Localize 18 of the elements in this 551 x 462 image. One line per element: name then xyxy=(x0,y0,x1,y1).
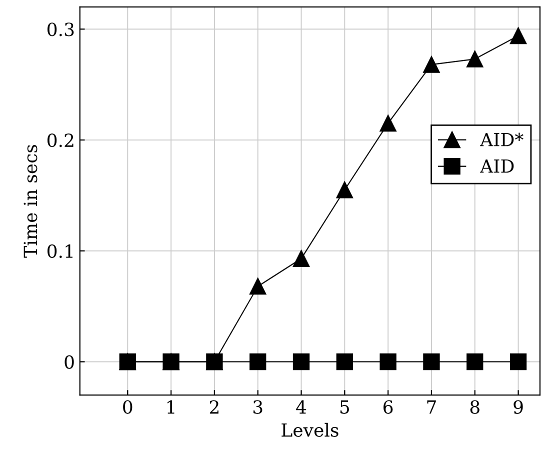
x-tick-label: 2 xyxy=(210,400,218,414)
x-tick-label: 3 xyxy=(253,400,262,414)
x-tick-label: 1 xyxy=(168,400,174,414)
y-axis-title: Time in secs xyxy=(24,144,38,258)
legend-label: AID* xyxy=(480,132,524,146)
x-tick-label: 8 xyxy=(470,400,480,414)
x-tick-label: 9 xyxy=(514,400,523,414)
x-tick-label: 6 xyxy=(384,400,393,414)
y-tick-label: 0.1 xyxy=(48,244,72,258)
x-tick-label: 0 xyxy=(123,400,132,414)
x-tick-label: 4 xyxy=(296,400,306,414)
legend-label: AID xyxy=(480,159,514,173)
y-tick-label: 0.2 xyxy=(48,133,74,148)
y-tick-label: 0.3 xyxy=(48,22,74,36)
y-tick-label: 0 xyxy=(64,355,74,369)
x-tick-label: 5 xyxy=(340,400,350,414)
x-tick-label: 7 xyxy=(427,400,436,414)
x-axis-title: Levels xyxy=(282,422,338,437)
